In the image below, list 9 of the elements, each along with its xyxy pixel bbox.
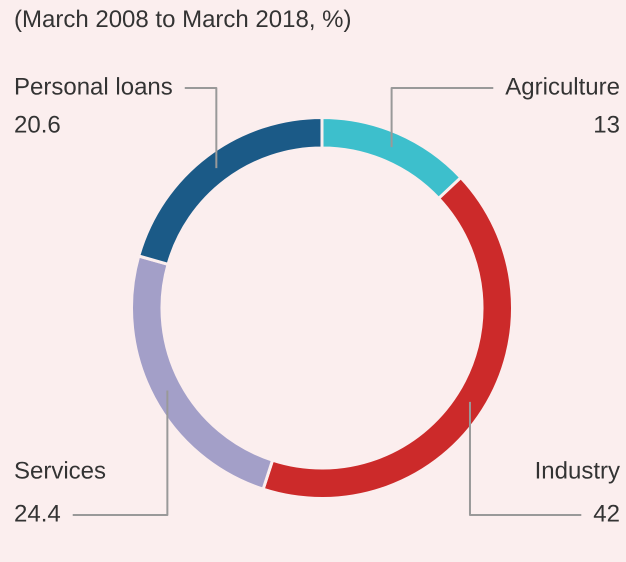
slice-label: Services — [14, 458, 106, 485]
slice-label: Industry — [534, 458, 620, 485]
slice-label: Agriculture — [505, 74, 620, 101]
data-label: 24.4 — [14, 500, 61, 528]
data-label: 20.6 — [14, 112, 61, 139]
data-label: 42 — [593, 500, 620, 528]
chart-subtitle: (March 2008 to March 2018, %) — [14, 6, 352, 34]
data-label: 13 — [593, 112, 620, 139]
slice-label: Personal loans — [14, 74, 173, 101]
